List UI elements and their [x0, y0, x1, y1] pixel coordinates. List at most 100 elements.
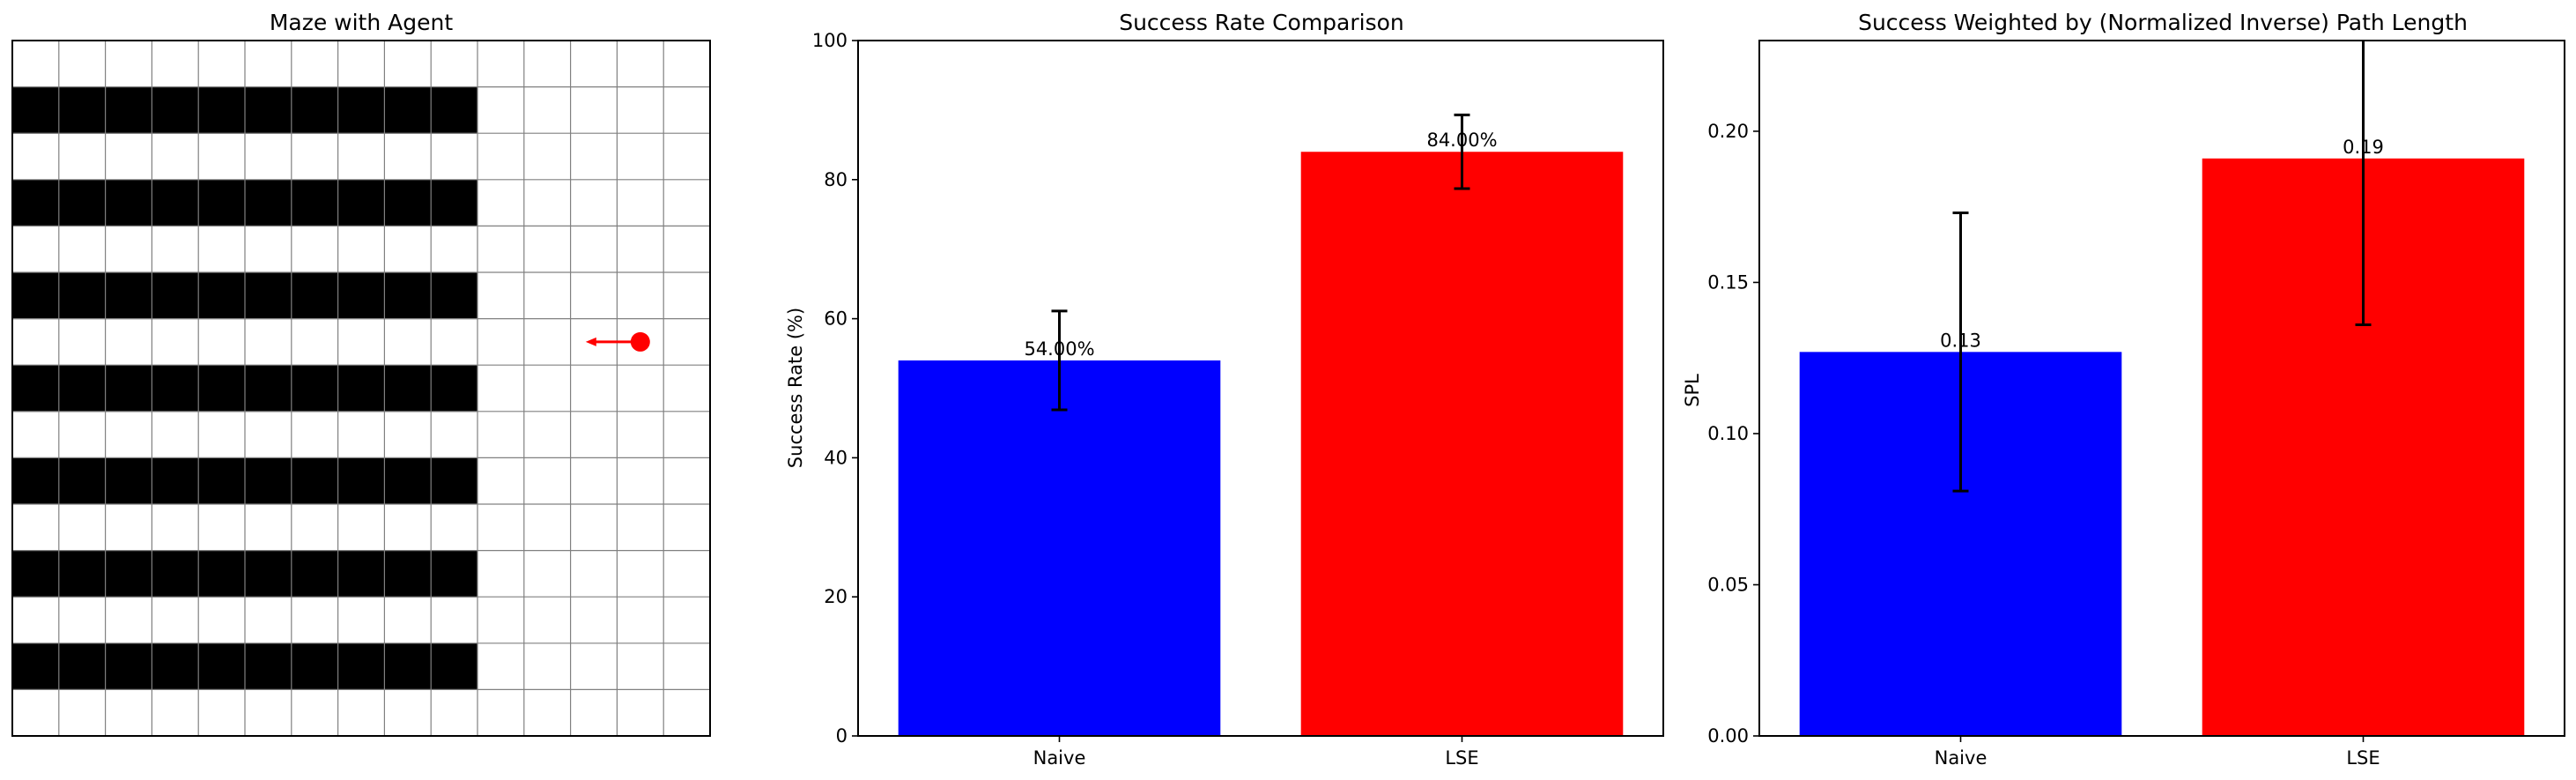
- agent-arrow-head: [585, 337, 596, 346]
- wall-cell: [431, 86, 478, 134]
- wall-cell: [431, 365, 478, 412]
- wall-cell: [198, 179, 246, 227]
- wall-cell: [431, 179, 478, 227]
- maze-panel: Maze with Agent: [11, 10, 711, 737]
- wall-cell: [291, 365, 339, 412]
- error-bar: [1952, 212, 1969, 493]
- axes-frame: [857, 40, 1664, 737]
- y-tick-label: 60: [824, 308, 848, 330]
- error-bar: [1051, 309, 1068, 412]
- maze-cells: [12, 86, 478, 690]
- wall-cell: [105, 272, 152, 320]
- agent-dot: [630, 331, 650, 352]
- wall-cell: [291, 550, 339, 598]
- x-tick-label: LSE: [2346, 747, 2380, 769]
- wall-cell: [12, 457, 60, 505]
- wall-cell: [152, 86, 199, 134]
- wall-cell: [152, 272, 199, 320]
- bar-naive: [898, 360, 1221, 736]
- wall-cell: [12, 272, 60, 320]
- wall-cell: [245, 179, 292, 227]
- y-tick-label: 40: [824, 447, 848, 468]
- wall-cell: [384, 457, 432, 505]
- wall-cell: [198, 272, 246, 320]
- y-axis-label: SPL: [1682, 374, 1703, 407]
- spl-chart: Success Weighted by (Normalized Inverse)…: [1682, 10, 2565, 769]
- wall-cell: [384, 272, 432, 320]
- wall-cell: [105, 550, 152, 598]
- chart-title: Success Rate Comparison: [1119, 10, 1404, 35]
- wall-cell: [291, 86, 339, 134]
- success-rate-chart: Success Rate Comparison Success Rate (%)…: [785, 10, 1664, 769]
- maze-title: Maze with Agent: [270, 10, 454, 35]
- y-tick-label: 0.15: [1707, 271, 1749, 293]
- wall-cell: [291, 457, 339, 505]
- wall-cell: [198, 643, 246, 690]
- x-tick-label: Naive: [1033, 747, 1086, 769]
- wall-cell: [105, 179, 152, 227]
- axes-frame: [1758, 40, 2565, 737]
- wall-cell: [337, 457, 385, 505]
- wall-cell: [337, 86, 385, 134]
- wall-cell: [291, 272, 339, 320]
- wall-cell: [58, 365, 107, 412]
- wall-cell: [198, 457, 246, 505]
- wall-cell: [384, 365, 432, 412]
- wall-cell: [12, 365, 60, 412]
- wall-cell: [431, 457, 478, 505]
- wall-cell: [245, 365, 292, 412]
- wall-cell: [431, 643, 478, 690]
- x-tick-label: LSE: [1445, 747, 1478, 769]
- wall-cell: [58, 550, 107, 598]
- wall-cell: [105, 457, 152, 505]
- y-tick-label: 20: [824, 586, 848, 607]
- wall-cell: [152, 550, 199, 598]
- wall-cell: [105, 365, 152, 412]
- maze-grid: [12, 41, 710, 736]
- plot-area: 0.13 Naive 0.19 LSE 0.00 0.05 0.10 0.15 0.20: [1707, 40, 2565, 769]
- wall-cell: [337, 643, 385, 690]
- wall-cell: [384, 86, 432, 134]
- wall-cell: [198, 365, 246, 412]
- error-bar: [1454, 113, 1470, 190]
- wall-cell: [384, 643, 432, 690]
- wall-cell: [384, 550, 432, 598]
- y-tick-label: 0.10: [1707, 423, 1749, 444]
- wall-cell: [58, 179, 107, 227]
- value-label: 0.13: [1940, 330, 1981, 351]
- y-tick-label: 0.05: [1707, 574, 1749, 595]
- maze-border: [11, 40, 711, 737]
- wall-cell: [198, 86, 246, 134]
- wall-cell: [58, 86, 107, 134]
- wall-cell: [337, 179, 385, 227]
- wall-cell: [12, 179, 60, 227]
- value-label: 54.00%: [1024, 338, 1094, 360]
- wall-cell: [431, 550, 478, 598]
- plot-area: 54.00% Naive 84.00% LSE 0 20 40 60 80 100: [812, 30, 1664, 769]
- wall-cell: [152, 179, 199, 227]
- y-tick-label: 80: [824, 169, 848, 190]
- agent-marker: [585, 331, 650, 352]
- y-tick-label: 100: [812, 30, 848, 51]
- wall-cell: [105, 643, 152, 690]
- wall-cell: [12, 643, 60, 690]
- wall-cell: [58, 643, 107, 690]
- wall-cell: [198, 550, 246, 598]
- chart-title: Success Weighted by (Normalized Inverse)…: [1858, 10, 2468, 35]
- wall-cell: [291, 643, 339, 690]
- wall-cell: [152, 457, 199, 505]
- bar-lse: [1300, 152, 1624, 737]
- wall-cell: [431, 272, 478, 320]
- wall-cell: [152, 643, 199, 690]
- wall-cell: [337, 272, 385, 320]
- wall-cell: [384, 179, 432, 227]
- wall-cell: [337, 550, 385, 598]
- error-bar: [2355, 41, 2372, 326]
- wall-cell: [12, 550, 60, 598]
- wall-cell: [245, 457, 292, 505]
- value-label: 0.19: [2343, 137, 2384, 158]
- value-label: 84.00%: [1426, 130, 1497, 151]
- wall-cell: [58, 272, 107, 320]
- x-tick-label: Naive: [1935, 747, 1988, 769]
